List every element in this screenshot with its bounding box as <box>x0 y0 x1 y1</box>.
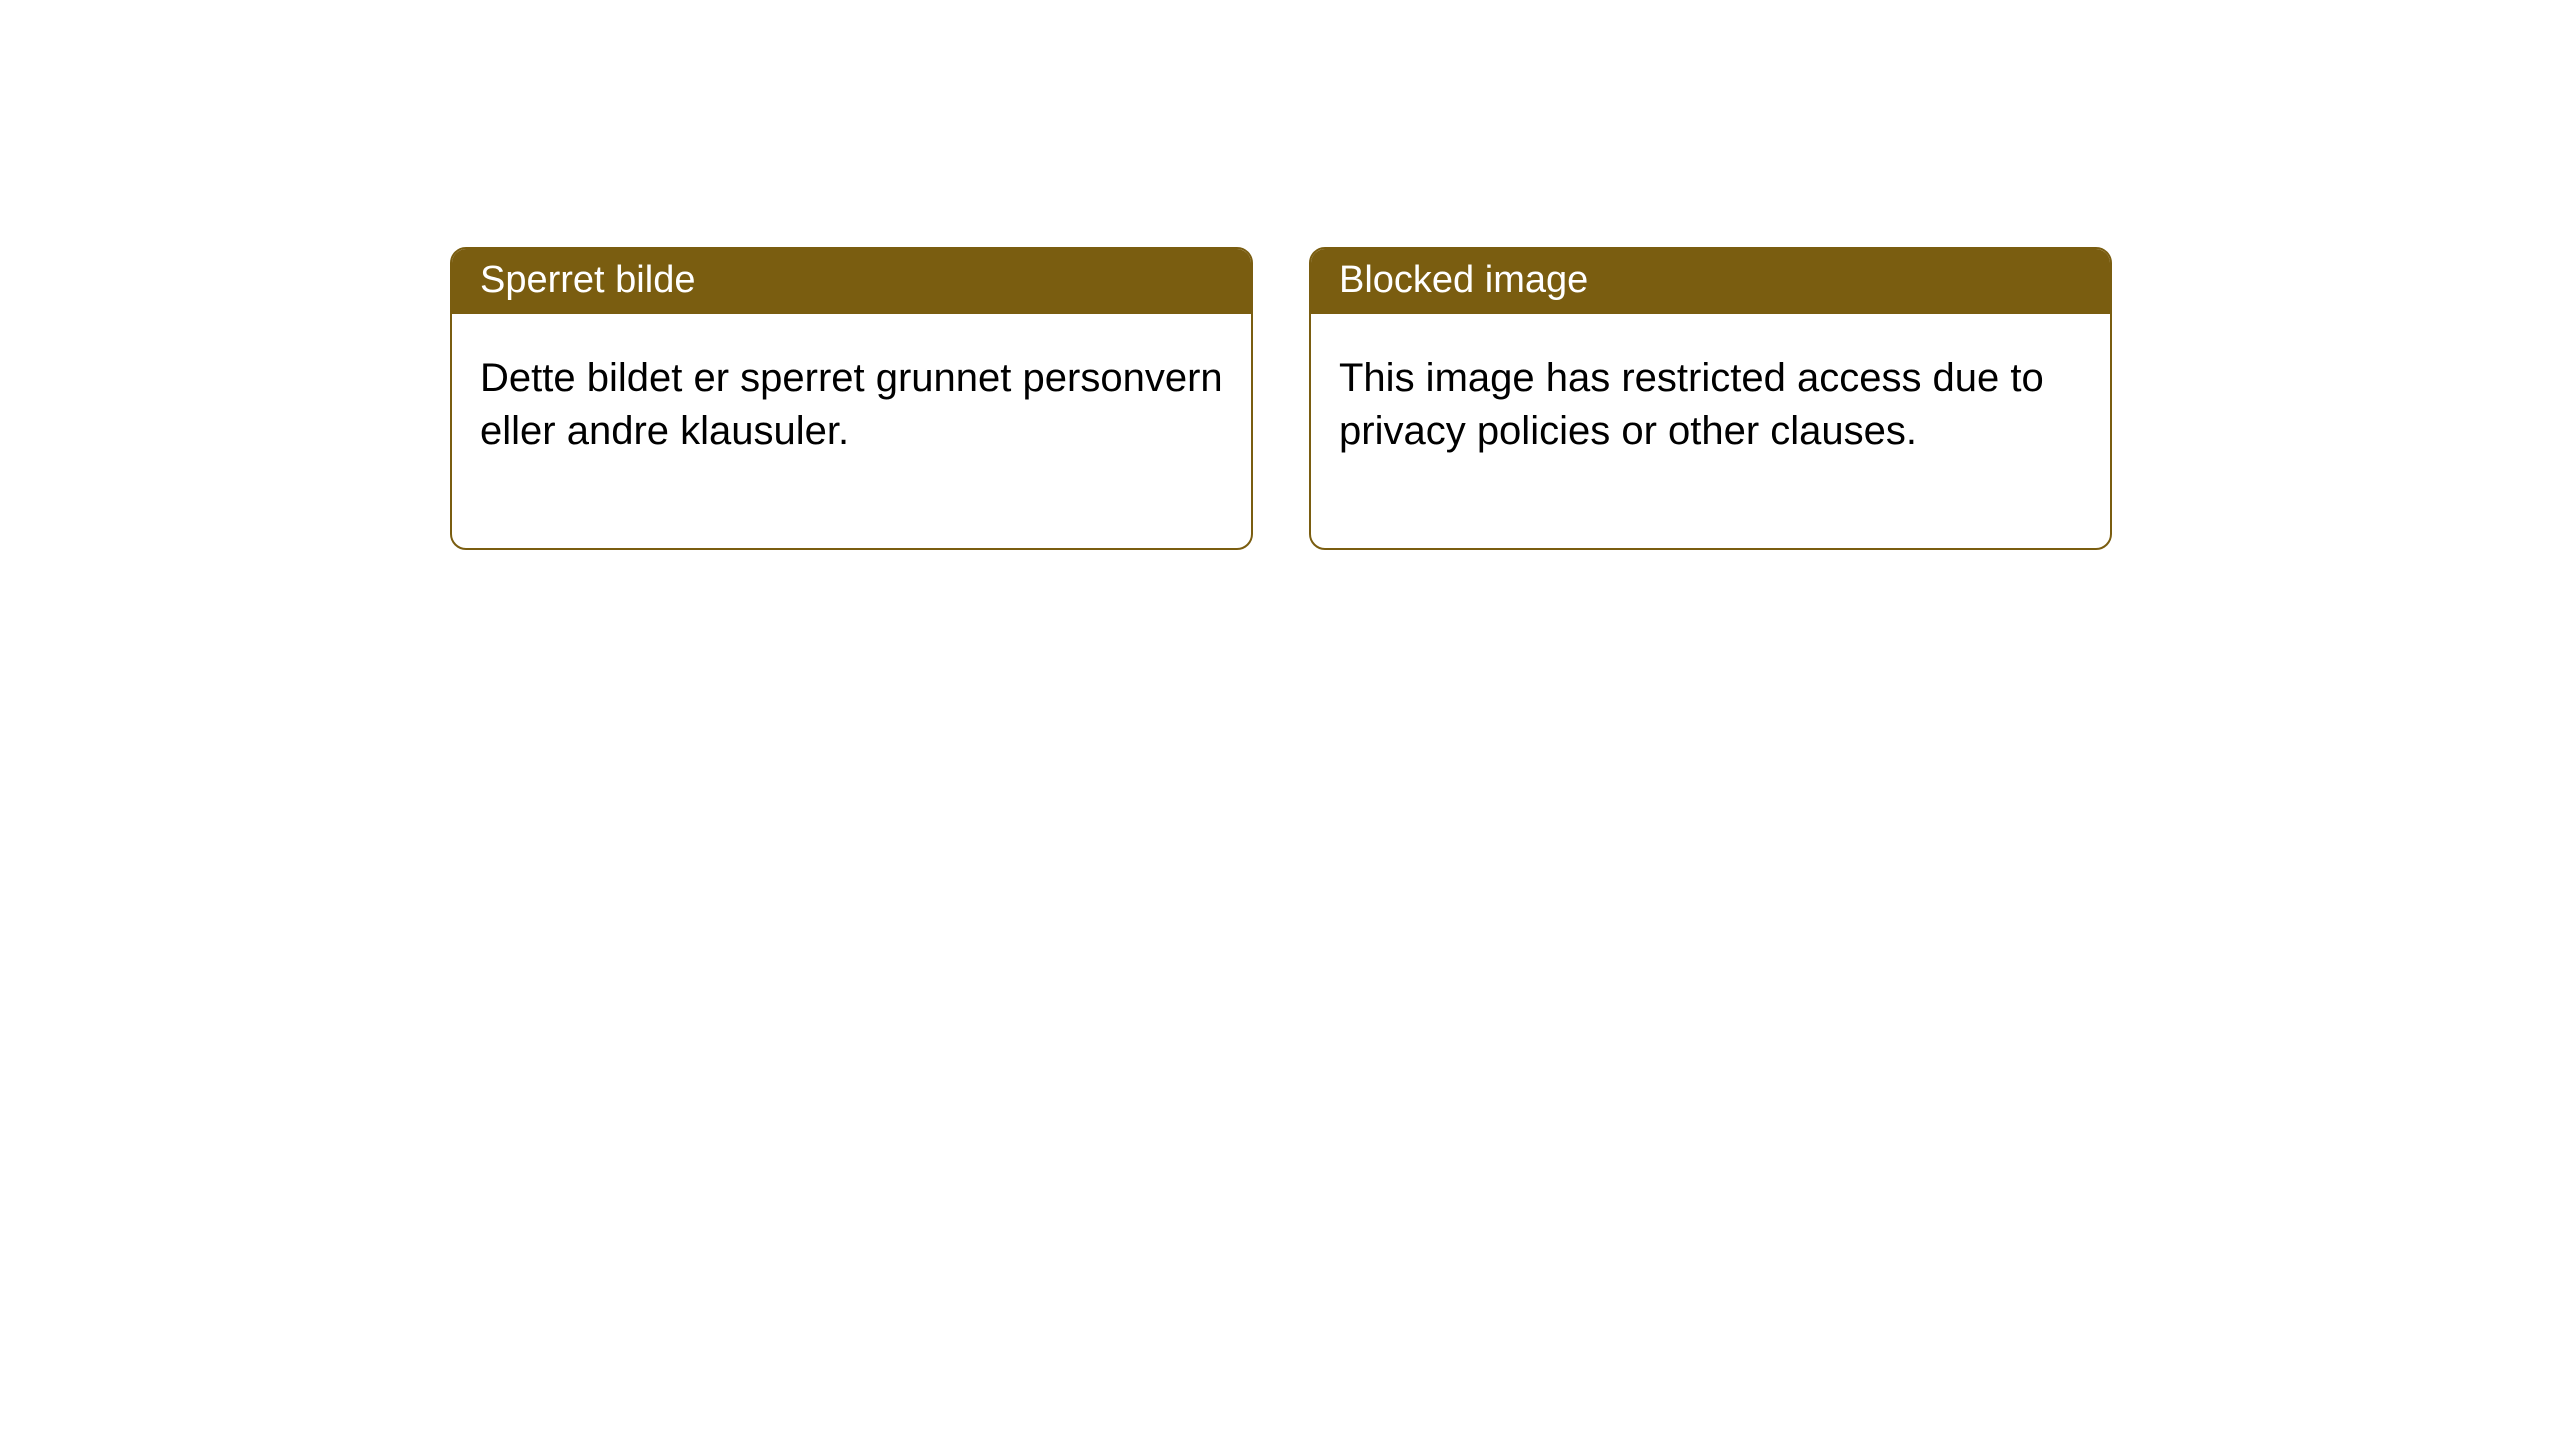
blocked-card-body: This image has restricted access due to … <box>1311 314 2110 548</box>
blocked-card-en: Blocked image This image has restricted … <box>1309 247 2112 550</box>
blocked-card-title: Sperret bilde <box>480 259 695 301</box>
blocked-image-panels: Sperret bilde Dette bildet er sperret gr… <box>0 0 2560 550</box>
blocked-card-header: Sperret bilde <box>452 249 1251 314</box>
blocked-card-body: Dette bildet er sperret grunnet personve… <box>452 314 1251 548</box>
blocked-card-message: This image has restricted access due to … <box>1339 356 2044 453</box>
blocked-card-header: Blocked image <box>1311 249 2110 314</box>
blocked-card-title: Blocked image <box>1339 259 1588 301</box>
blocked-card-message: Dette bildet er sperret grunnet personve… <box>480 356 1223 453</box>
blocked-card-no: Sperret bilde Dette bildet er sperret gr… <box>450 247 1253 550</box>
